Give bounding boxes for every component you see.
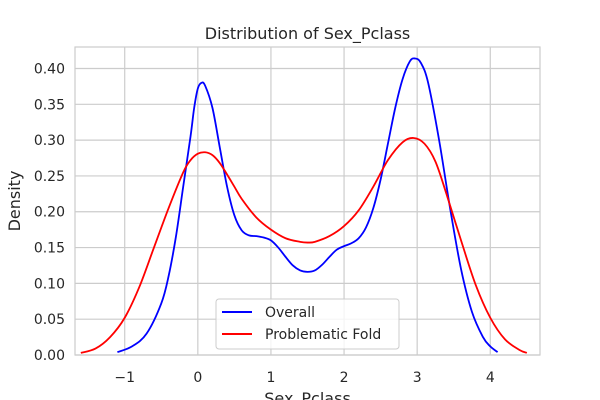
chart-title: Distribution of Sex_Pclass — [205, 24, 411, 44]
x-tick-label: −1 — [114, 370, 135, 386]
y-axis-title: Density — [5, 171, 24, 232]
series-line-overall — [117, 57, 499, 353]
y-tick-label: 0.00 — [34, 348, 65, 364]
grid — [75, 47, 540, 356]
x-tick-label: 4 — [486, 370, 495, 386]
x-tick-label: 0 — [193, 370, 202, 386]
series-layer — [80, 57, 528, 354]
y-tick-label: 0.05 — [34, 312, 65, 328]
y-tick-label: 0.25 — [34, 169, 65, 185]
plot-frame — [74, 46, 541, 356]
x-axis-title: Sex_Pclass — [264, 389, 351, 400]
x-tick-label: 3 — [413, 370, 422, 386]
series-line-problematic-fold — [80, 137, 528, 354]
legend-box — [215, 298, 400, 350]
x-tick-label: 2 — [340, 370, 349, 386]
y-tick-label: 0.30 — [34, 133, 65, 149]
y-tick-label: 0.10 — [34, 276, 65, 292]
y-tick-label: 0.15 — [34, 241, 65, 257]
y-tick-label: 0.35 — [34, 97, 65, 113]
legend-label-problematic-fold: Problematic Fold — [265, 327, 381, 343]
legend-label-overall: Overall — [265, 305, 315, 321]
y-tick-label: 0.20 — [34, 205, 65, 221]
x-tick-label: 1 — [266, 370, 275, 386]
ticks: −1 0 1 2 3 4 0.00 0.05 0.10 0.15 0.20 0.25 0.30 0.35 0… — [34, 61, 495, 386]
legend: Overall Problematic Fold — [215, 298, 400, 350]
y-tick-label: 0.40 — [34, 61, 65, 77]
